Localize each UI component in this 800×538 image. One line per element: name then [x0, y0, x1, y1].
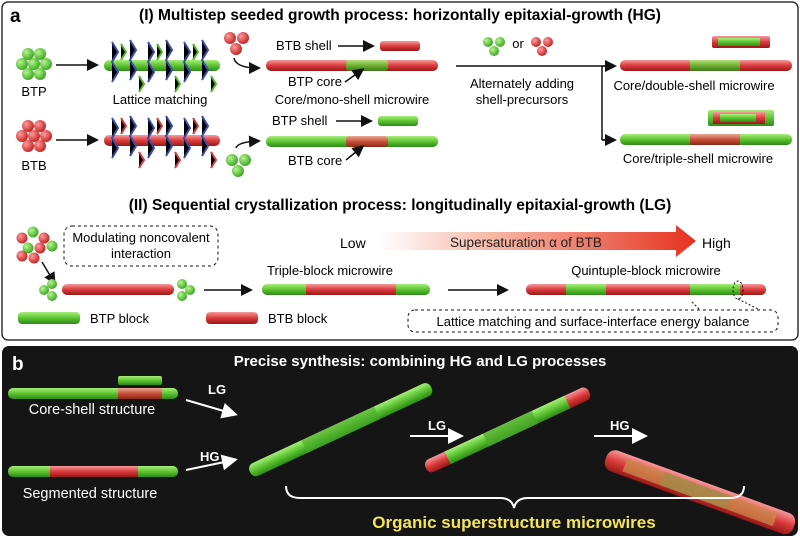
hg-label-1: HG — [200, 449, 220, 464]
segmented-wire — [8, 466, 178, 477]
label-btp: BTP — [21, 84, 46, 99]
modulating-label-2: interaction — [111, 246, 171, 261]
btp-core-label: BTP core — [288, 74, 342, 89]
btp-shell-label: BTP shell — [272, 113, 328, 128]
modulating-label-1: Modulating noncovalent — [72, 230, 210, 245]
low-label: Low — [340, 235, 367, 251]
btb-precursor-cluster — [224, 32, 249, 55]
btp-shell-piece — [378, 116, 418, 126]
lattice-wire-green — [104, 39, 220, 93]
modulating-callout — [63, 225, 219, 267]
lg-label-2: LG — [428, 418, 446, 433]
or-label: or — [512, 36, 524, 51]
supersaturation-arrow — [378, 225, 696, 257]
quintuple-block-wire — [526, 280, 766, 300]
mixed-cluster — [16, 226, 58, 264]
triple-block-label: Triple-block microwire — [267, 263, 393, 278]
btb-block-label: BTB block — [268, 311, 328, 326]
core-double-shell-label: Core/double-shell microwire — [613, 78, 774, 93]
panel-a-letter: a — [10, 6, 21, 27]
section2-title: (II) Sequential crystallization process:… — [129, 197, 672, 214]
core-mono-shell-label: Core/mono-shell microwire — [275, 92, 430, 107]
btb-core-label: BTB core — [288, 153, 342, 168]
core-shell-label: Core-shell structure — [29, 402, 156, 418]
btp-molecule-cluster — [16, 48, 52, 80]
lattice-matching-label: Lattice matching — [113, 92, 208, 107]
hg-label-2: HG — [610, 418, 630, 433]
btb-shell-label: BTB shell — [276, 38, 332, 53]
core-double-shell-wire — [620, 36, 792, 71]
panel-b-title: Precise synthesis: combining HG and LG p… — [234, 353, 607, 370]
btp-block-swatch — [18, 312, 80, 324]
panel-b-frame — [2, 346, 798, 536]
supersaturation-label: Supersaturation α of BTB — [450, 235, 602, 250]
high-label: High — [702, 235, 731, 251]
diagonal-wire-1 — [249, 383, 433, 477]
lattice-balance-label: Lattice matching and surface-interface e… — [437, 314, 750, 329]
core-triple-shell-label: Core/triple-shell microwire — [623, 151, 773, 166]
lattice-wire-red — [104, 115, 220, 169]
btp-precursor-cluster — [226, 154, 251, 177]
curved-arrow — [233, 57, 261, 74]
quintuple-block-label: Quintuple-block microwire — [571, 263, 721, 278]
diagonal-wire-2 — [425, 387, 591, 473]
alternately-label-2: shell-precursors — [476, 92, 569, 107]
label-btb: BTB — [21, 158, 46, 173]
diagonal-wire-3 — [604, 450, 796, 535]
section1-title: (I) Multistep seeded growth process: hor… — [139, 7, 661, 24]
core-triple-shell-wire — [620, 110, 792, 145]
triple-block-wire — [262, 284, 430, 295]
panel-b-letter: b — [12, 354, 24, 375]
btb-molecule-cluster — [16, 120, 52, 152]
btp-block-label: BTP block — [90, 311, 150, 326]
brace — [285, 485, 745, 509]
core-shell-wire — [8, 376, 178, 399]
segmented-label: Segmented structure — [23, 486, 158, 502]
lattice-balance-callout — [407, 309, 779, 333]
alternate-precursors — [483, 37, 553, 56]
lg-label-1: LG — [208, 382, 226, 397]
footer-label: Organic superstructure microwires — [372, 513, 655, 532]
btb-seed-wire — [39, 279, 195, 301]
btb-shell-piece — [380, 41, 420, 51]
alternately-label-1: Alternately adding — [470, 76, 574, 91]
btb-block-swatch — [206, 312, 258, 324]
